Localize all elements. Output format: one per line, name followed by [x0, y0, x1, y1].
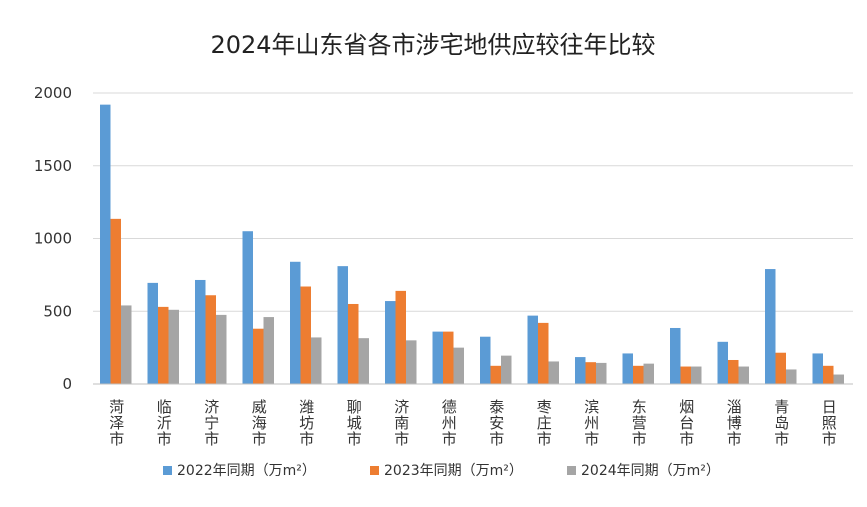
- x-category-label: 聊城市: [347, 398, 362, 448]
- bar: [432, 331, 443, 384]
- x-category-label: 枣庄市: [537, 398, 552, 448]
- bar: [691, 366, 702, 384]
- bar: [443, 331, 454, 384]
- legend-label: 2023年同期（万m²）: [384, 463, 523, 479]
- bar: [622, 353, 633, 384]
- bar: [596, 362, 607, 384]
- bar: [633, 365, 644, 384]
- y-tick-label: 1500: [34, 157, 72, 175]
- bar: [501, 355, 512, 384]
- x-category-label: 淄博市: [727, 398, 742, 448]
- bar: [812, 353, 823, 384]
- bar: [538, 322, 549, 384]
- bar: [395, 290, 406, 384]
- bar: [300, 286, 311, 384]
- bar: [311, 337, 322, 384]
- bar: [358, 338, 369, 384]
- bar: [786, 369, 797, 384]
- legend-swatch: [567, 466, 576, 475]
- gridlines: [93, 92, 853, 312]
- y-tick-label: 0: [62, 375, 72, 393]
- bar: [765, 269, 776, 384]
- bar: [680, 366, 691, 384]
- x-category-label: 泰安市: [489, 398, 504, 448]
- legend-swatch: [370, 466, 379, 475]
- bar: [738, 366, 749, 384]
- x-category-label: 菏泽市: [109, 398, 124, 448]
- bar: [490, 365, 501, 384]
- bar: [158, 306, 169, 384]
- x-category-label: 临沂市: [157, 398, 172, 448]
- x-axis-categories: 菏泽市 临沂市 济宁市 威海市 潍坊市 聊城市 济南市 德州市 泰安市 枣庄市 滨州市 东营市 烟台市 淄…: [109, 398, 837, 448]
- legend-label: 2024年同期（万m²）: [581, 463, 720, 479]
- bar: [242, 231, 253, 384]
- legend-swatch: [163, 466, 172, 475]
- bar: [585, 362, 596, 384]
- x-category-label: 威海市: [252, 398, 267, 448]
- bar: [717, 341, 728, 384]
- bar: [195, 279, 206, 384]
- x-category-label: 济南市: [394, 398, 409, 448]
- y-tick-label: 500: [43, 302, 72, 320]
- legend-label: 2022年同期（万m²）: [177, 463, 316, 479]
- x-category-label: 日照市: [822, 398, 837, 448]
- bar: [216, 314, 227, 384]
- bar: [337, 266, 348, 384]
- x-category-label: 滨州市: [584, 398, 599, 448]
- bar: [548, 361, 559, 384]
- x-category-label: 德州市: [442, 398, 457, 448]
- bar: [147, 282, 158, 384]
- y-tick-label: 2000: [34, 84, 72, 102]
- bar: [823, 365, 834, 384]
- x-category-label: 东营市: [632, 398, 647, 448]
- legend: 2022年同期（万m²） 2023年同期（万m²） 2024年同期（万m²）: [163, 463, 720, 479]
- bar: [385, 301, 396, 384]
- y-tick-label: 1000: [34, 230, 72, 248]
- x-category-label: 青岛市: [774, 398, 789, 448]
- bar: [480, 336, 491, 384]
- bar: [253, 328, 264, 384]
- bar: [575, 357, 586, 384]
- bar: [728, 359, 739, 384]
- bar: [643, 363, 654, 384]
- x-category-label: 济宁市: [204, 398, 219, 448]
- bar: [348, 303, 359, 384]
- y-axis-ticks: 0 500 1000 1500 2000: [34, 84, 72, 393]
- bar: [100, 104, 111, 384]
- bar: [263, 317, 274, 384]
- x-category-label: 潍坊市: [299, 398, 314, 448]
- bar: [121, 305, 132, 384]
- chart-title: 2024年山东省各市涉宅地供应较往年比较: [210, 31, 655, 59]
- bar: [833, 374, 844, 384]
- x-category-label: 烟台市: [679, 398, 694, 448]
- bars: [100, 104, 844, 385]
- bar: [670, 327, 681, 384]
- bar: [168, 309, 179, 384]
- bar: [453, 347, 464, 385]
- bar: [290, 261, 301, 384]
- bar: [406, 340, 417, 384]
- bar: [775, 352, 786, 384]
- bar: [205, 295, 216, 384]
- bar: [110, 218, 121, 384]
- bar: [527, 315, 538, 384]
